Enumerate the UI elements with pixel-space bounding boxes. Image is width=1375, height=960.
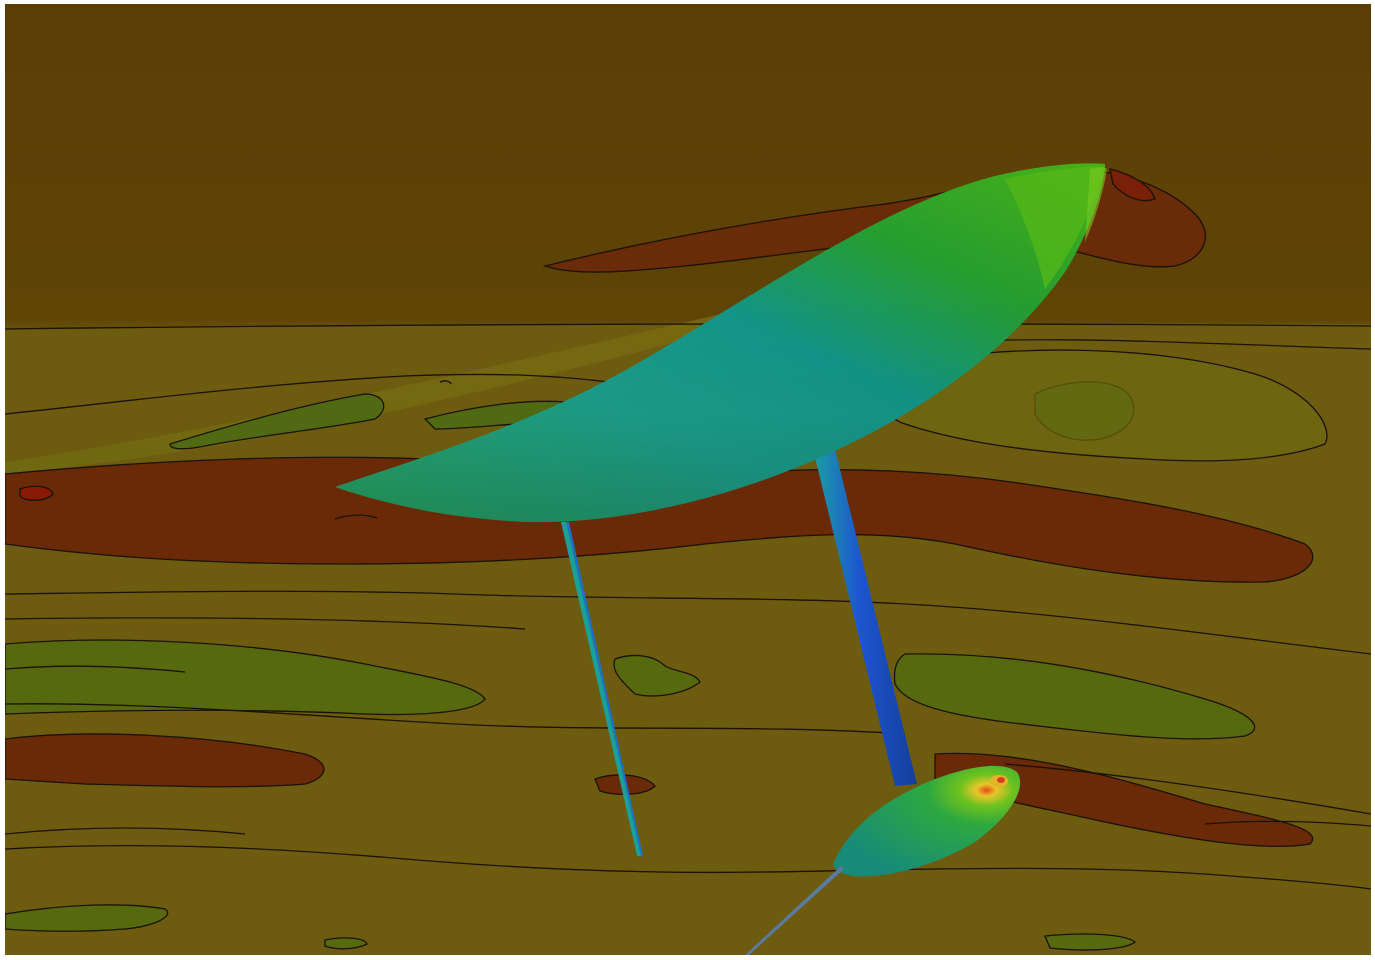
green-contour-patches xyxy=(5,349,1328,951)
upper-wake-streak xyxy=(5,184,1105,474)
tail-rod xyxy=(745,866,844,955)
cfd-render-scene xyxy=(5,4,1371,955)
contour-lines xyxy=(5,323,1371,890)
main-hull xyxy=(335,163,1107,523)
nacelle xyxy=(833,765,1021,877)
rear-strut xyxy=(813,449,917,786)
